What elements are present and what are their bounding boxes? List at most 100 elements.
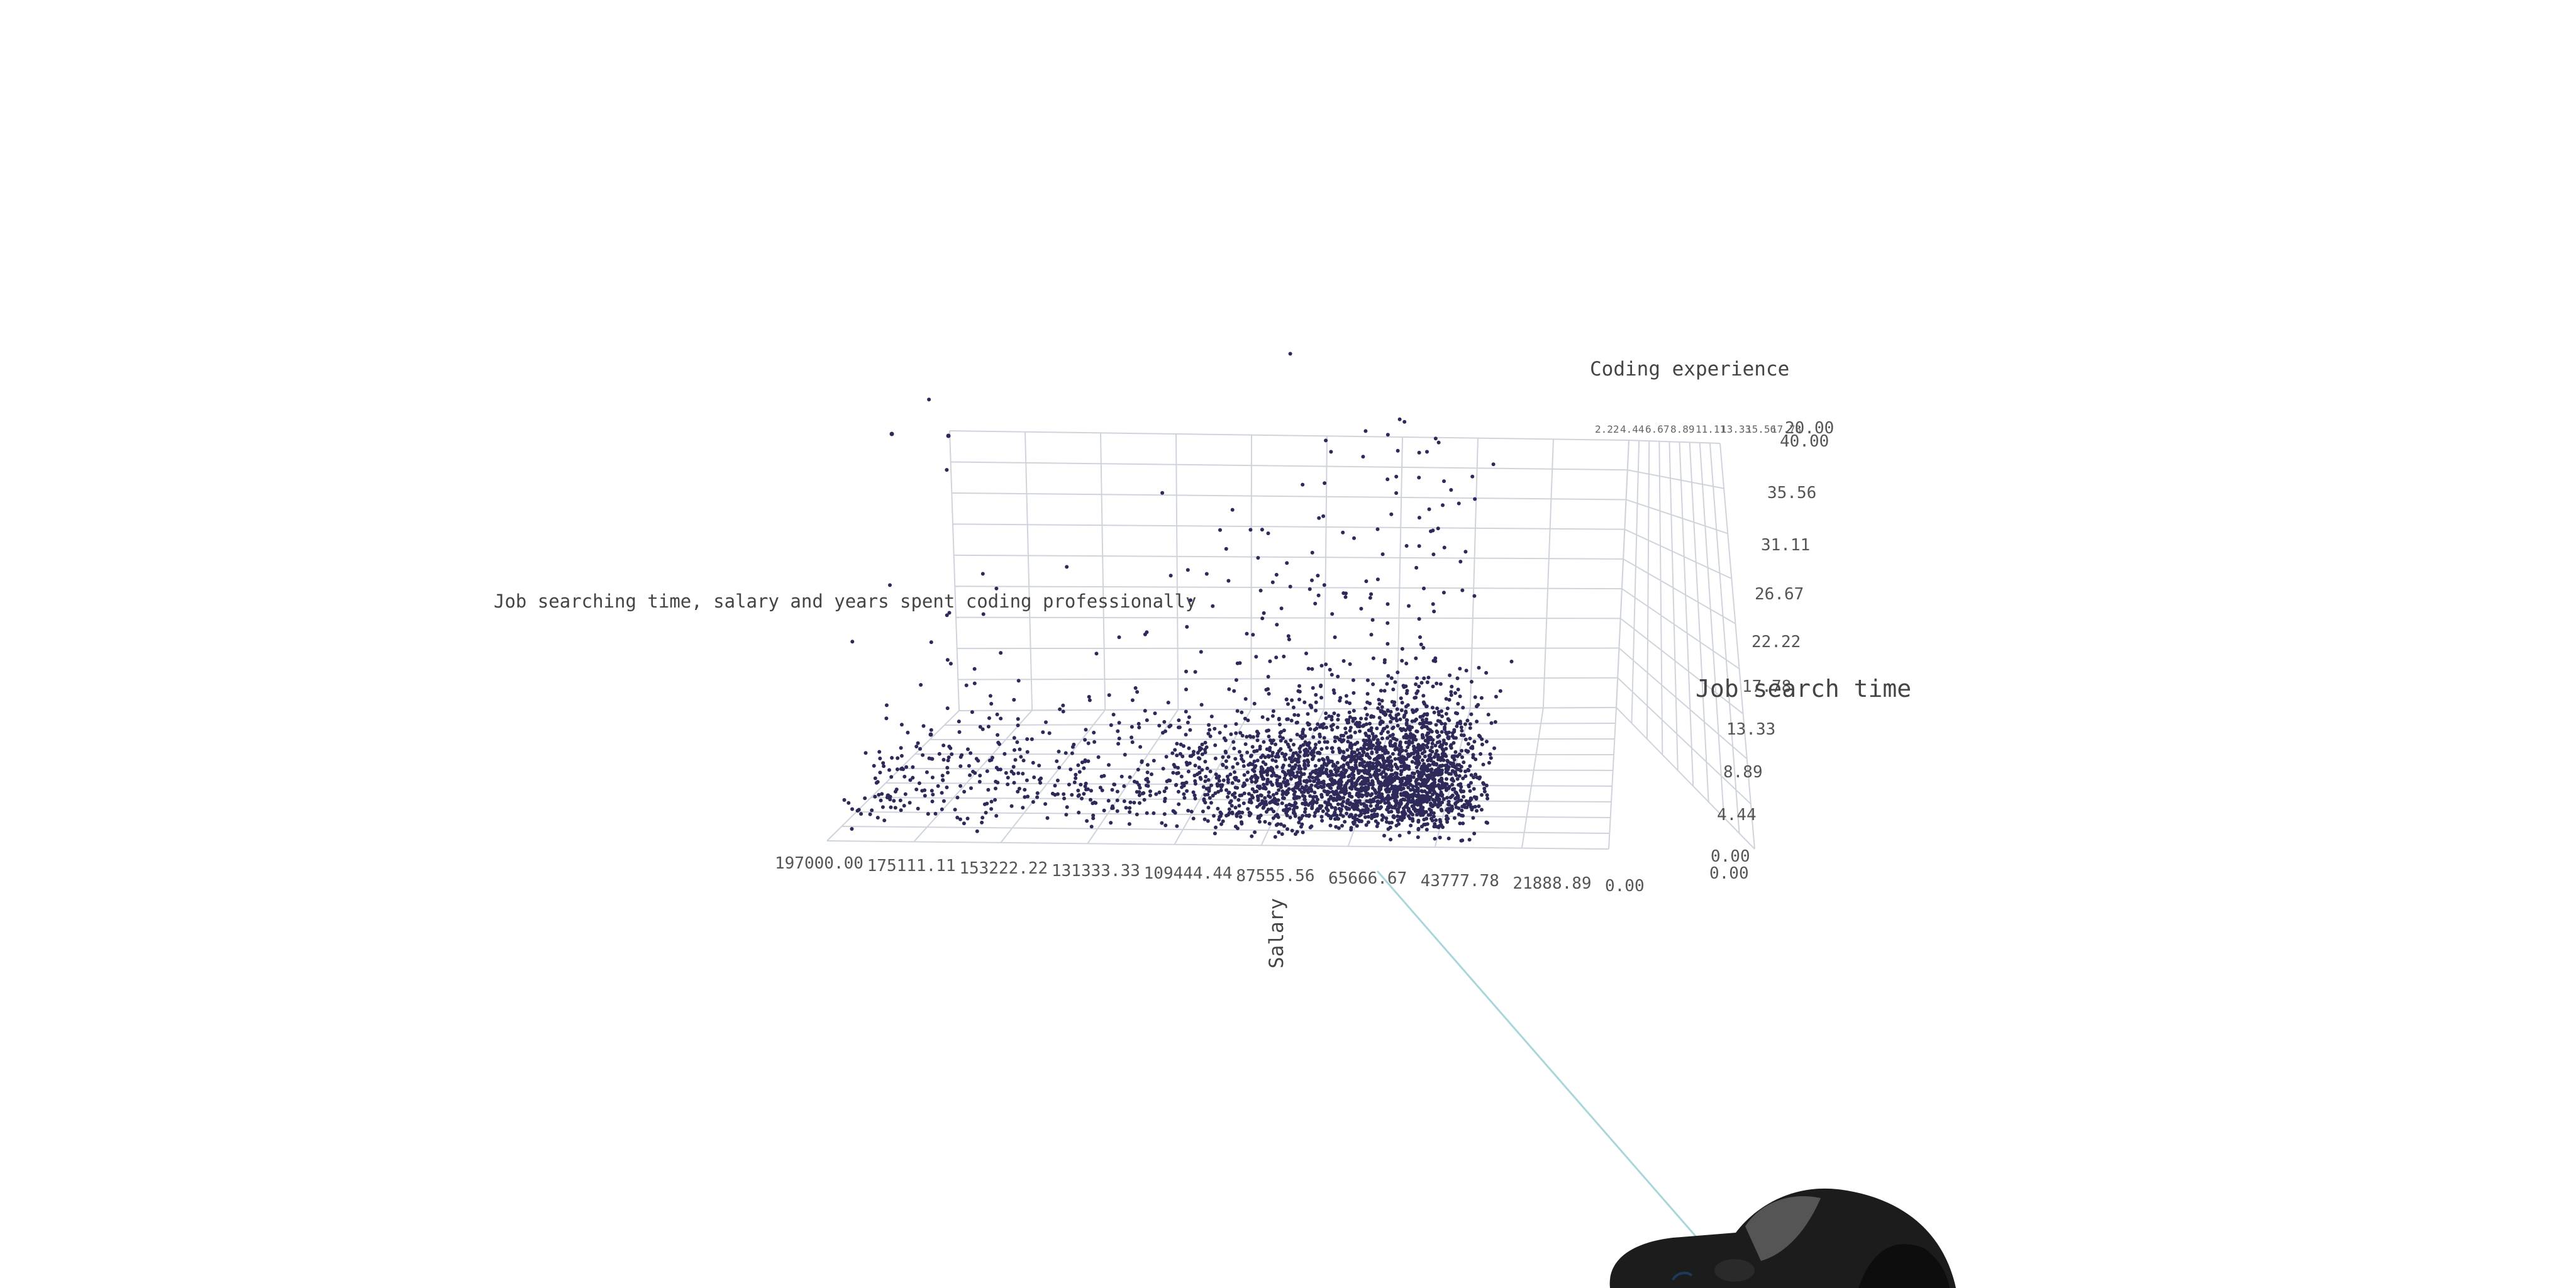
data-point [1285,717,1289,721]
data-point [1212,814,1216,818]
data-point [1209,801,1213,805]
data-point [1023,795,1027,799]
data-point [1466,741,1470,746]
grid-line [953,554,1624,560]
data-point [1254,655,1258,659]
data-point [1261,806,1265,810]
data-point [1375,824,1379,828]
data-point [1457,812,1461,816]
data-point [924,770,929,774]
data-point [1445,706,1450,711]
grid-line [955,586,1622,590]
data-point [1240,733,1245,738]
data-point [1341,739,1345,743]
data-point [857,808,861,812]
data-point [1489,721,1494,725]
data-point [1301,801,1305,806]
data-point [1471,755,1475,760]
data-point [1284,804,1289,808]
data-point [1310,806,1314,811]
data-point [1262,611,1266,615]
data-point [1281,796,1285,800]
data-point [1425,450,1429,454]
data-point [1402,419,1407,424]
salary-tick-label: 0.00 [1605,877,1645,896]
data-point [1433,743,1438,748]
data-point [931,792,935,797]
data-point [1313,791,1317,795]
data-point [1336,718,1340,722]
data-point [1346,740,1350,744]
data-point [921,724,926,728]
data-point [1289,748,1293,752]
data-point [1154,792,1158,796]
data-point [1485,796,1490,801]
data-point [1441,503,1445,508]
grid-line [1621,588,1740,670]
data-point [1226,755,1231,759]
data-point [1250,834,1254,838]
data-point [1177,718,1181,723]
data-point [1431,814,1436,819]
data-point [1162,812,1167,816]
data-point [1445,759,1450,763]
data-point [1368,596,1372,600]
data-point [1191,752,1196,757]
data-point [1089,824,1094,829]
data-point [1308,727,1313,731]
data-point [1256,556,1260,560]
data-point [898,798,902,802]
data-point [981,612,985,616]
data-point [1304,753,1308,757]
data-point [1339,733,1343,738]
data-point [1208,796,1212,800]
data-point [1396,807,1401,811]
data-point [1450,804,1454,809]
data-point [1157,723,1162,728]
data-point [1143,709,1147,713]
data-point [1400,782,1404,786]
data-point [1444,770,1448,774]
data-point [1470,746,1475,750]
data-point [1206,778,1211,782]
data-point [1217,779,1221,783]
data-point [1087,698,1092,702]
data-point [989,758,994,762]
data-point [1473,695,1477,699]
data-point [1440,763,1445,768]
data-point [1350,787,1354,791]
data-point [1307,746,1312,750]
data-point [1383,801,1387,805]
data-point [1208,728,1212,732]
data-point [1201,809,1205,814]
data-point [1197,748,1202,752]
data-point [1374,768,1379,772]
data-point [1404,709,1408,714]
data-point [1197,757,1202,761]
data-point [1395,765,1399,770]
grid-line [826,710,960,841]
data-point [1375,726,1379,731]
data-point [1188,754,1192,758]
data-point [1279,606,1284,611]
data-point [1330,728,1335,732]
data-point [1280,752,1284,756]
data-point [1319,780,1323,785]
data-point [882,818,887,823]
data-point [1311,795,1315,799]
data-point [1083,758,1087,762]
data-point [1348,734,1353,738]
data-point [1454,805,1458,809]
data-point [1352,750,1357,755]
data-point [1349,826,1353,830]
data-point [1252,701,1257,706]
data-point [1359,606,1363,611]
data-point [1199,702,1204,707]
data-point [1335,760,1340,765]
data-point [1414,696,1418,700]
data-point [1281,763,1285,767]
data-point [1417,475,1421,480]
data-point [1479,808,1484,812]
data-point [1208,734,1213,738]
data-point [1436,440,1441,445]
